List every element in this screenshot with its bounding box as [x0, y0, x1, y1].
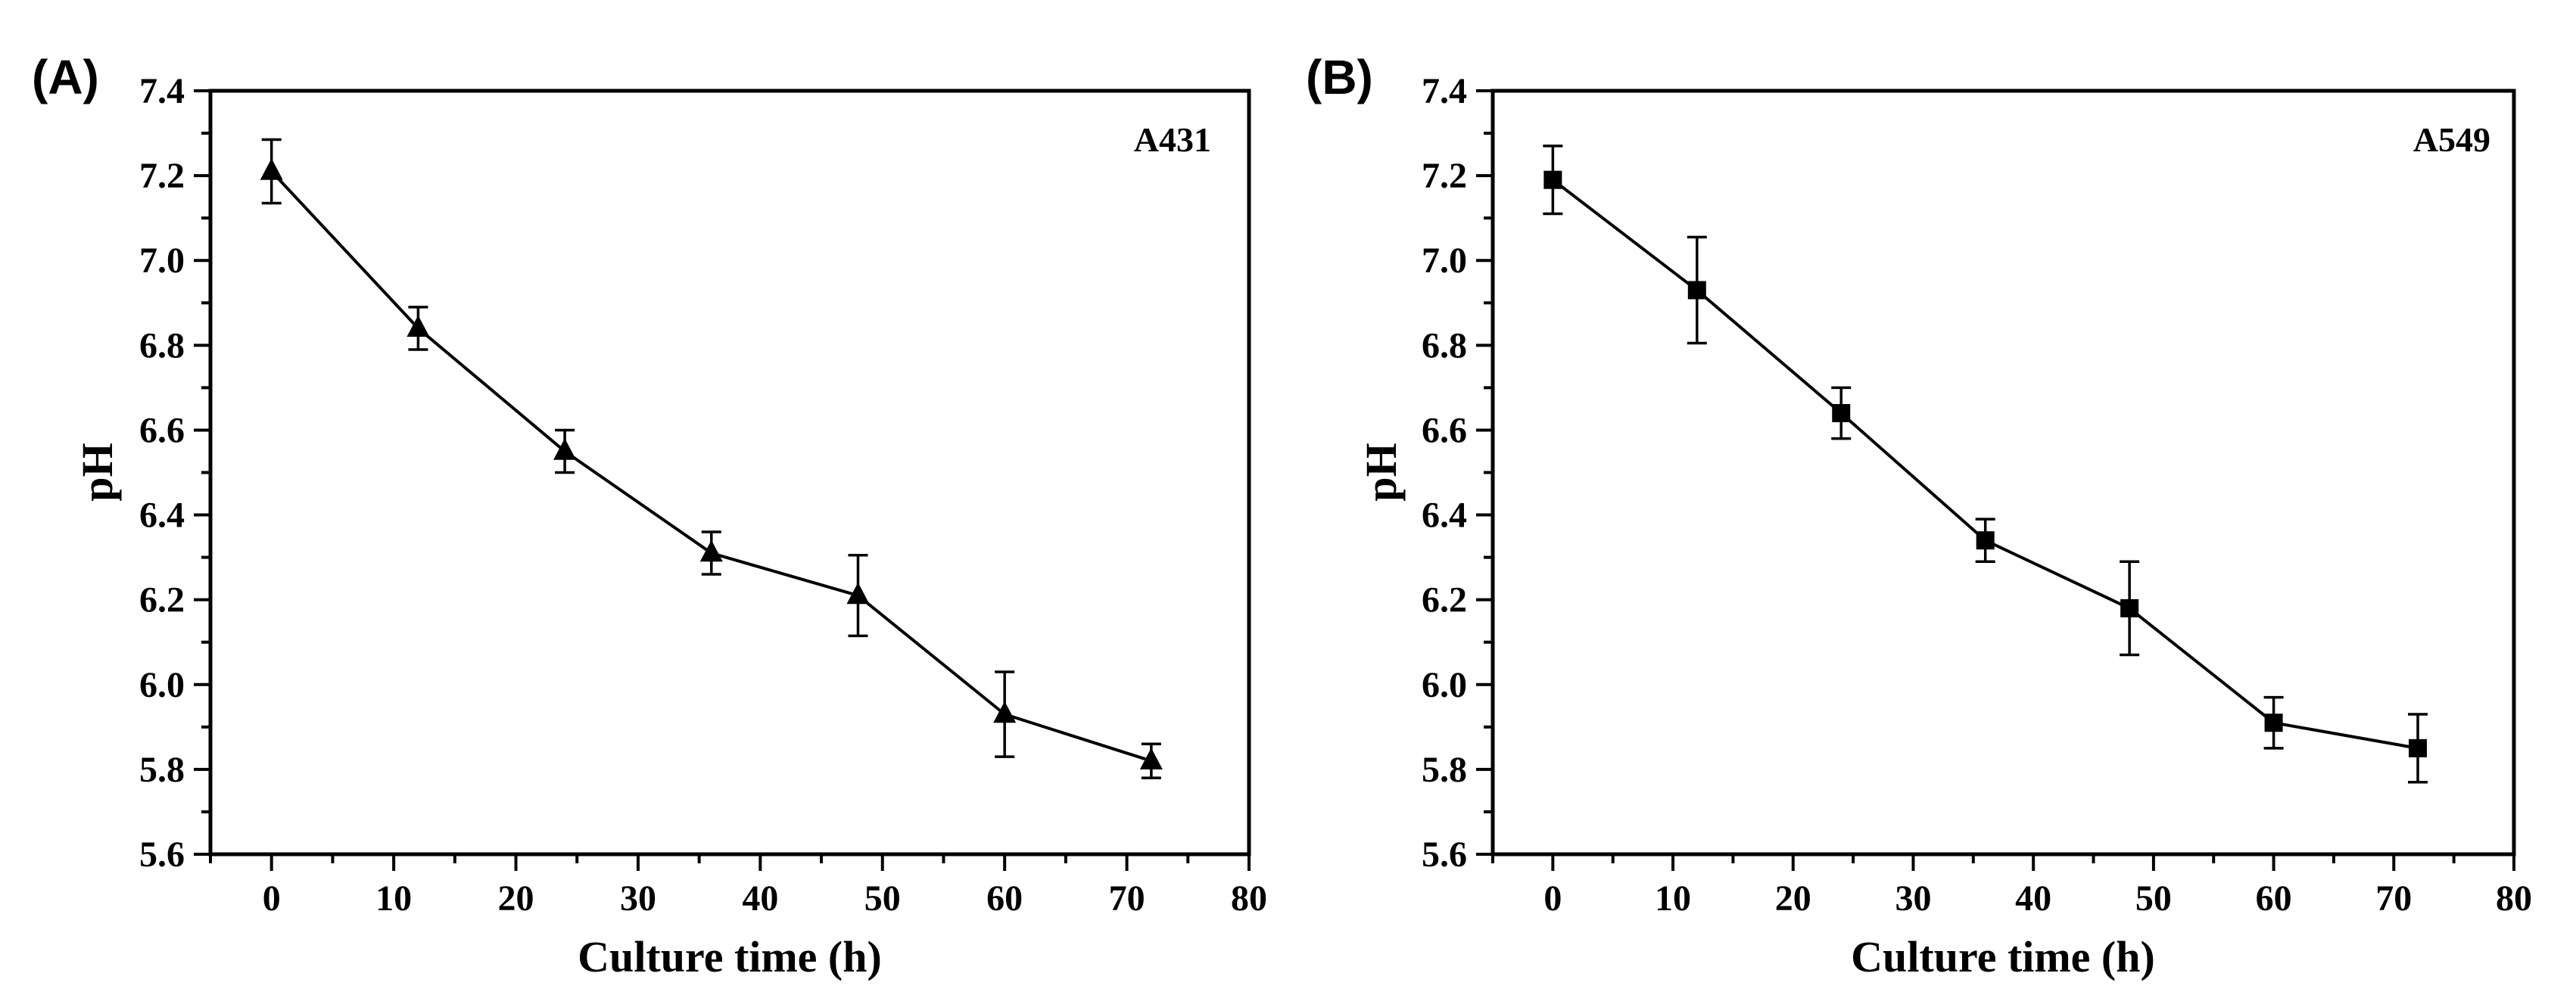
data-point [2409, 738, 2428, 757]
data-point [1976, 531, 1995, 550]
x-tick-label: 80 [1231, 878, 1267, 919]
data-point [1139, 748, 1163, 769]
ticks-layer: 0 10 20 30 40 50 60 70 80 5.6 5.8 6.0 6.2 6.4 6.6 6.8 7.… [1422, 71, 2532, 919]
data-point [1832, 404, 1851, 423]
data-point [846, 582, 870, 605]
y-tick-label: 5.8 [139, 750, 185, 790]
data-point [260, 158, 283, 180]
series-label: A431 [1134, 120, 1211, 159]
y-tick-label: 5.6 [1422, 835, 1467, 875]
x-tick-label: 0 [1543, 878, 1562, 919]
y-tick-label: 6.8 [1422, 325, 1467, 365]
x-tick-label: 60 [986, 878, 1023, 919]
y-tick-label: 7.0 [139, 241, 185, 281]
plot-frame [1490, 89, 2516, 857]
x-tick-label: 30 [1895, 878, 1931, 919]
y-tick-label: 6.2 [1422, 580, 1467, 620]
x-tick-label: 30 [620, 878, 656, 919]
y-tick-label: 6.6 [139, 410, 185, 450]
x-axis-title: Culture time (h) [1851, 932, 2155, 981]
x-tick-label: 80 [2496, 878, 2532, 919]
x-axis-title: Culture time (h) [578, 932, 882, 981]
x-tick-label: 40 [2015, 878, 2051, 919]
y-tick-label: 6.8 [139, 325, 185, 365]
x-tick-label: 70 [2375, 878, 2412, 919]
y-tick-label: 7.4 [1422, 71, 1467, 111]
series-label: A549 [2413, 120, 2490, 159]
x-tick-label: 20 [498, 878, 534, 919]
data-point [699, 539, 723, 562]
y-tick-label: 7.0 [1422, 241, 1467, 281]
series-line [1552, 179, 2419, 750]
chart-panel-a: (A) A431 Culture time (h) pH 0 10 20 30 40 50… [32, 50, 1267, 981]
markers-layer [260, 158, 1163, 769]
y-axis-title: pH [73, 443, 122, 501]
y-tick-label: 7.2 [139, 156, 185, 196]
markers-layer [1543, 170, 2428, 757]
series-line [270, 170, 1152, 763]
data-point [2264, 714, 2283, 732]
data-point [553, 438, 577, 460]
y-tick-label: 5.6 [139, 835, 185, 875]
x-tick-label: 20 [1775, 878, 1811, 919]
x-tick-label: 50 [2135, 878, 2172, 919]
x-tick-label: 70 [1109, 878, 1145, 919]
error-bars-layer [1543, 145, 2428, 784]
data-point [1543, 170, 1562, 189]
x-tick-label: 50 [864, 878, 901, 919]
y-tick-label: 6.0 [1422, 665, 1467, 705]
y-tick-label: 6.2 [139, 580, 185, 620]
data-point [993, 701, 1017, 723]
error-bars-layer [261, 138, 1161, 779]
plot-frame [208, 89, 1251, 857]
panel-label: (B) [1306, 50, 1373, 104]
data-point [1687, 281, 1706, 300]
y-tick-label: 6.4 [1422, 496, 1467, 536]
y-tick-label: 6.4 [139, 496, 185, 536]
y-tick-label: 7.4 [139, 71, 185, 111]
y-tick-label: 6.6 [1422, 410, 1467, 450]
data-point [2120, 598, 2139, 617]
data-point [406, 315, 430, 337]
x-tick-label: 10 [1655, 878, 1691, 919]
panel-label: (A) [32, 50, 99, 104]
y-tick-label: 7.2 [1422, 156, 1467, 196]
x-tick-label: 60 [2256, 878, 2292, 919]
y-tick-label: 5.8 [1422, 750, 1467, 790]
chart-panel-b: (B) A549 Culture time (h) pH 0 10 20 30 40 50… [1306, 50, 2532, 981]
x-tick-label: 10 [375, 878, 412, 919]
x-tick-label: 0 [263, 878, 281, 919]
x-tick-label: 40 [742, 878, 778, 919]
ticks-layer: 0 10 20 30 40 50 60 70 80 5.6 5.8 6.0 6.2 6.4 6.6 6.8 7.… [139, 71, 1267, 919]
y-axis-title: pH [1357, 443, 1406, 501]
y-tick-label: 6.0 [139, 665, 185, 705]
